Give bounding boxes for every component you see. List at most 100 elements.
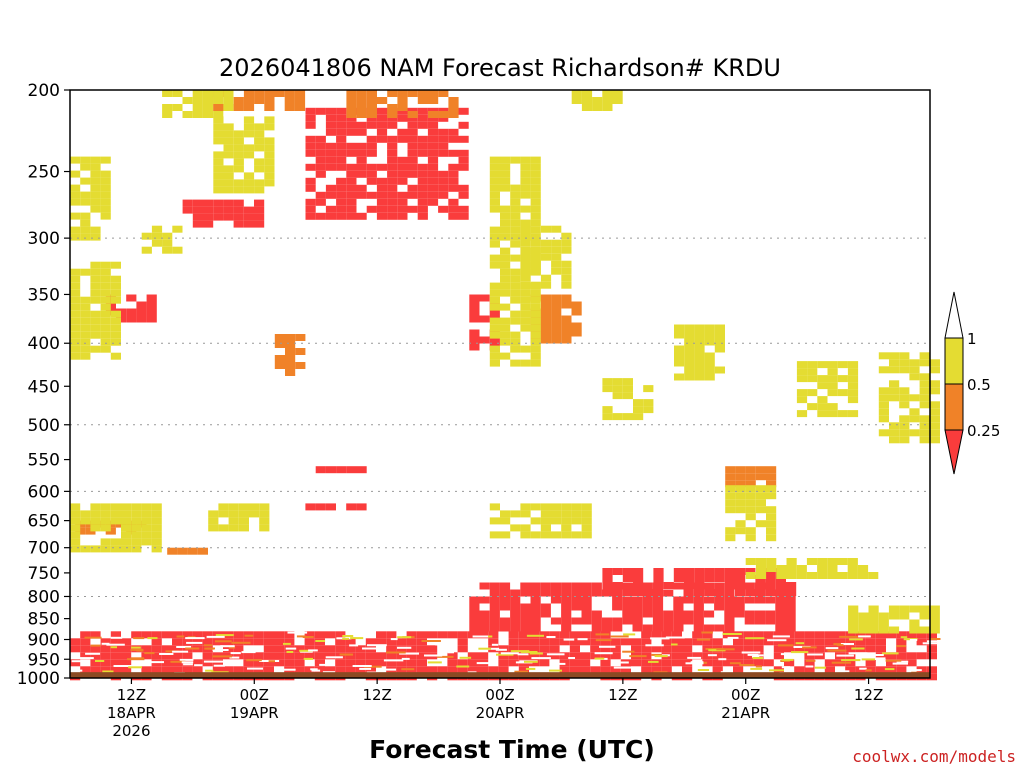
cell	[489, 184, 500, 192]
cell	[151, 524, 162, 532]
cell	[754, 596, 766, 604]
texture-cell	[246, 659, 262, 662]
cell	[806, 572, 818, 579]
cell	[878, 366, 889, 374]
cell	[70, 296, 81, 304]
cell	[346, 184, 357, 192]
texture-cell	[577, 638, 588, 641]
texture-cell	[212, 655, 232, 658]
cell	[804, 638, 815, 646]
texture-cell	[781, 666, 791, 669]
cell	[376, 184, 388, 192]
cell	[192, 206, 203, 214]
texture-cell	[836, 654, 854, 657]
cell	[396, 659, 407, 667]
cell	[438, 114, 449, 122]
cell	[80, 156, 91, 164]
texture-cell	[909, 639, 918, 641]
texture-cell	[491, 643, 499, 646]
cell	[387, 170, 398, 178]
texture-cell	[769, 669, 784, 672]
cell	[888, 626, 900, 634]
cell	[397, 170, 408, 178]
cell	[550, 617, 562, 625]
cell	[80, 510, 91, 518]
cell	[146, 308, 157, 316]
cell	[427, 156, 439, 164]
cell	[121, 652, 132, 660]
cell	[919, 401, 930, 409]
cell	[172, 631, 183, 639]
cell	[489, 624, 500, 632]
cell	[919, 415, 930, 423]
texture-cell	[350, 637, 364, 640]
cell	[510, 345, 521, 353]
cell	[571, 617, 582, 625]
cell	[315, 170, 326, 178]
cell	[559, 659, 570, 667]
cell	[571, 582, 582, 590]
cell	[763, 631, 774, 639]
cell	[694, 582, 705, 589]
cell	[743, 638, 754, 646]
cell	[510, 510, 521, 518]
cell	[539, 631, 550, 639]
cell	[520, 610, 531, 618]
cell	[325, 128, 337, 136]
cell	[213, 179, 224, 187]
cell	[80, 652, 91, 660]
cell	[70, 310, 81, 318]
cell	[520, 156, 531, 164]
texture-cell	[352, 665, 372, 667]
cell	[192, 199, 203, 207]
cell	[438, 205, 449, 213]
cell	[714, 603, 725, 611]
cell	[427, 191, 439, 199]
cell	[580, 652, 591, 660]
cell	[847, 389, 859, 397]
cell	[498, 652, 509, 660]
cell	[121, 666, 132, 674]
cell	[438, 149, 449, 157]
cell	[673, 610, 684, 618]
cell	[653, 582, 664, 589]
cell	[417, 184, 428, 192]
texture-cell	[437, 655, 454, 658]
texture-cell	[287, 631, 308, 634]
cell	[499, 596, 511, 604]
cell	[540, 322, 552, 330]
cell	[518, 652, 529, 660]
cell	[376, 638, 387, 646]
texture-cell	[599, 645, 616, 648]
cell	[814, 638, 825, 646]
cell	[641, 631, 652, 639]
cell	[712, 659, 723, 667]
xtick-label-3-1: 20APR	[476, 704, 525, 722]
texture-cell	[456, 665, 470, 668]
cell	[284, 97, 295, 104]
texture-cell	[349, 644, 359, 647]
cell	[784, 631, 795, 639]
cell	[315, 191, 326, 199]
cell	[540, 582, 551, 590]
cell	[417, 191, 428, 199]
cell	[253, 638, 264, 646]
cell	[417, 198, 428, 206]
texture-cell	[892, 662, 908, 665]
cell	[80, 517, 91, 525]
texture-cell	[780, 653, 787, 656]
cell	[489, 324, 500, 332]
cell	[549, 645, 560, 653]
cell	[703, 610, 715, 618]
cell	[561, 274, 572, 282]
legend-label-0: 1	[967, 330, 977, 348]
cell	[735, 473, 746, 481]
cell	[755, 466, 766, 474]
cell	[498, 659, 509, 667]
cell	[80, 331, 91, 339]
cell	[804, 631, 815, 639]
cell	[889, 352, 900, 360]
cell	[889, 422, 900, 430]
cell	[744, 582, 755, 590]
